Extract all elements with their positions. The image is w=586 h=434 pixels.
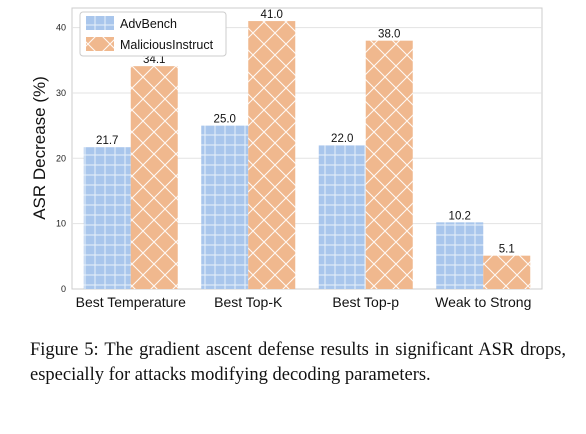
x-tick-label: Best Top-p (332, 294, 399, 310)
bar-maliciousinstruct-3 (483, 255, 531, 289)
legend-swatch-maliciousinstruct (86, 37, 114, 51)
data-label: 21.7 (96, 135, 118, 147)
data-label: 10.2 (449, 210, 471, 222)
bar-advbench-2 (318, 145, 366, 289)
bar-advbench-0 (83, 147, 131, 289)
bar-advbench-1 (201, 125, 249, 290)
y-axis-title: ASR Decrease (%) (30, 76, 49, 220)
data-label: 25.0 (214, 114, 236, 126)
y-tick-label: 40 (56, 23, 66, 33)
bar-chart: 0 10 20 30 40 21.7 34.1 25.0 41.0 22.0 38.0 10.2 5.… (30, 7, 543, 310)
data-label: 34.1 (143, 54, 165, 66)
x-axis-labels: Best Temperature Best Top-K Best Top-p Weak… (76, 294, 532, 310)
y-tick-label: 30 (56, 88, 66, 98)
data-label: 22.0 (331, 133, 353, 145)
bar-maliciousinstruct-1 (248, 21, 296, 290)
x-tick-label: Best Temperature (76, 294, 186, 310)
legend-label-advbench: AdvBench (120, 17, 177, 31)
legend-box (79, 11, 227, 57)
legend-swatch-advbench (86, 16, 114, 30)
bar-maliciousinstruct-2 (365, 40, 413, 289)
y-axis-ticks: 0 10 20 30 40 (56, 23, 66, 294)
legend: AdvBench MaliciousInstruct (79, 11, 227, 57)
data-labels: 21.7 34.1 25.0 41.0 22.0 38.0 10.2 5.1 (96, 9, 515, 256)
data-label: 41.0 (261, 9, 283, 21)
y-tick-label: 0 (61, 284, 66, 294)
figure-caption: Figure 5: The gradient ascent defense re… (30, 340, 566, 385)
data-label: 5.1 (499, 244, 515, 256)
x-tick-label: Best Top-K (214, 294, 283, 310)
bar-advbench-3 (436, 222, 484, 289)
data-label: 38.0 (378, 29, 400, 41)
bars (83, 21, 531, 290)
y-tick-label: 20 (56, 153, 66, 163)
legend-label-maliciousinstruct: MaliciousInstruct (120, 38, 214, 52)
y-tick-label: 10 (56, 219, 66, 229)
bar-maliciousinstruct-0 (130, 66, 178, 289)
x-tick-label: Weak to Strong (435, 294, 531, 310)
